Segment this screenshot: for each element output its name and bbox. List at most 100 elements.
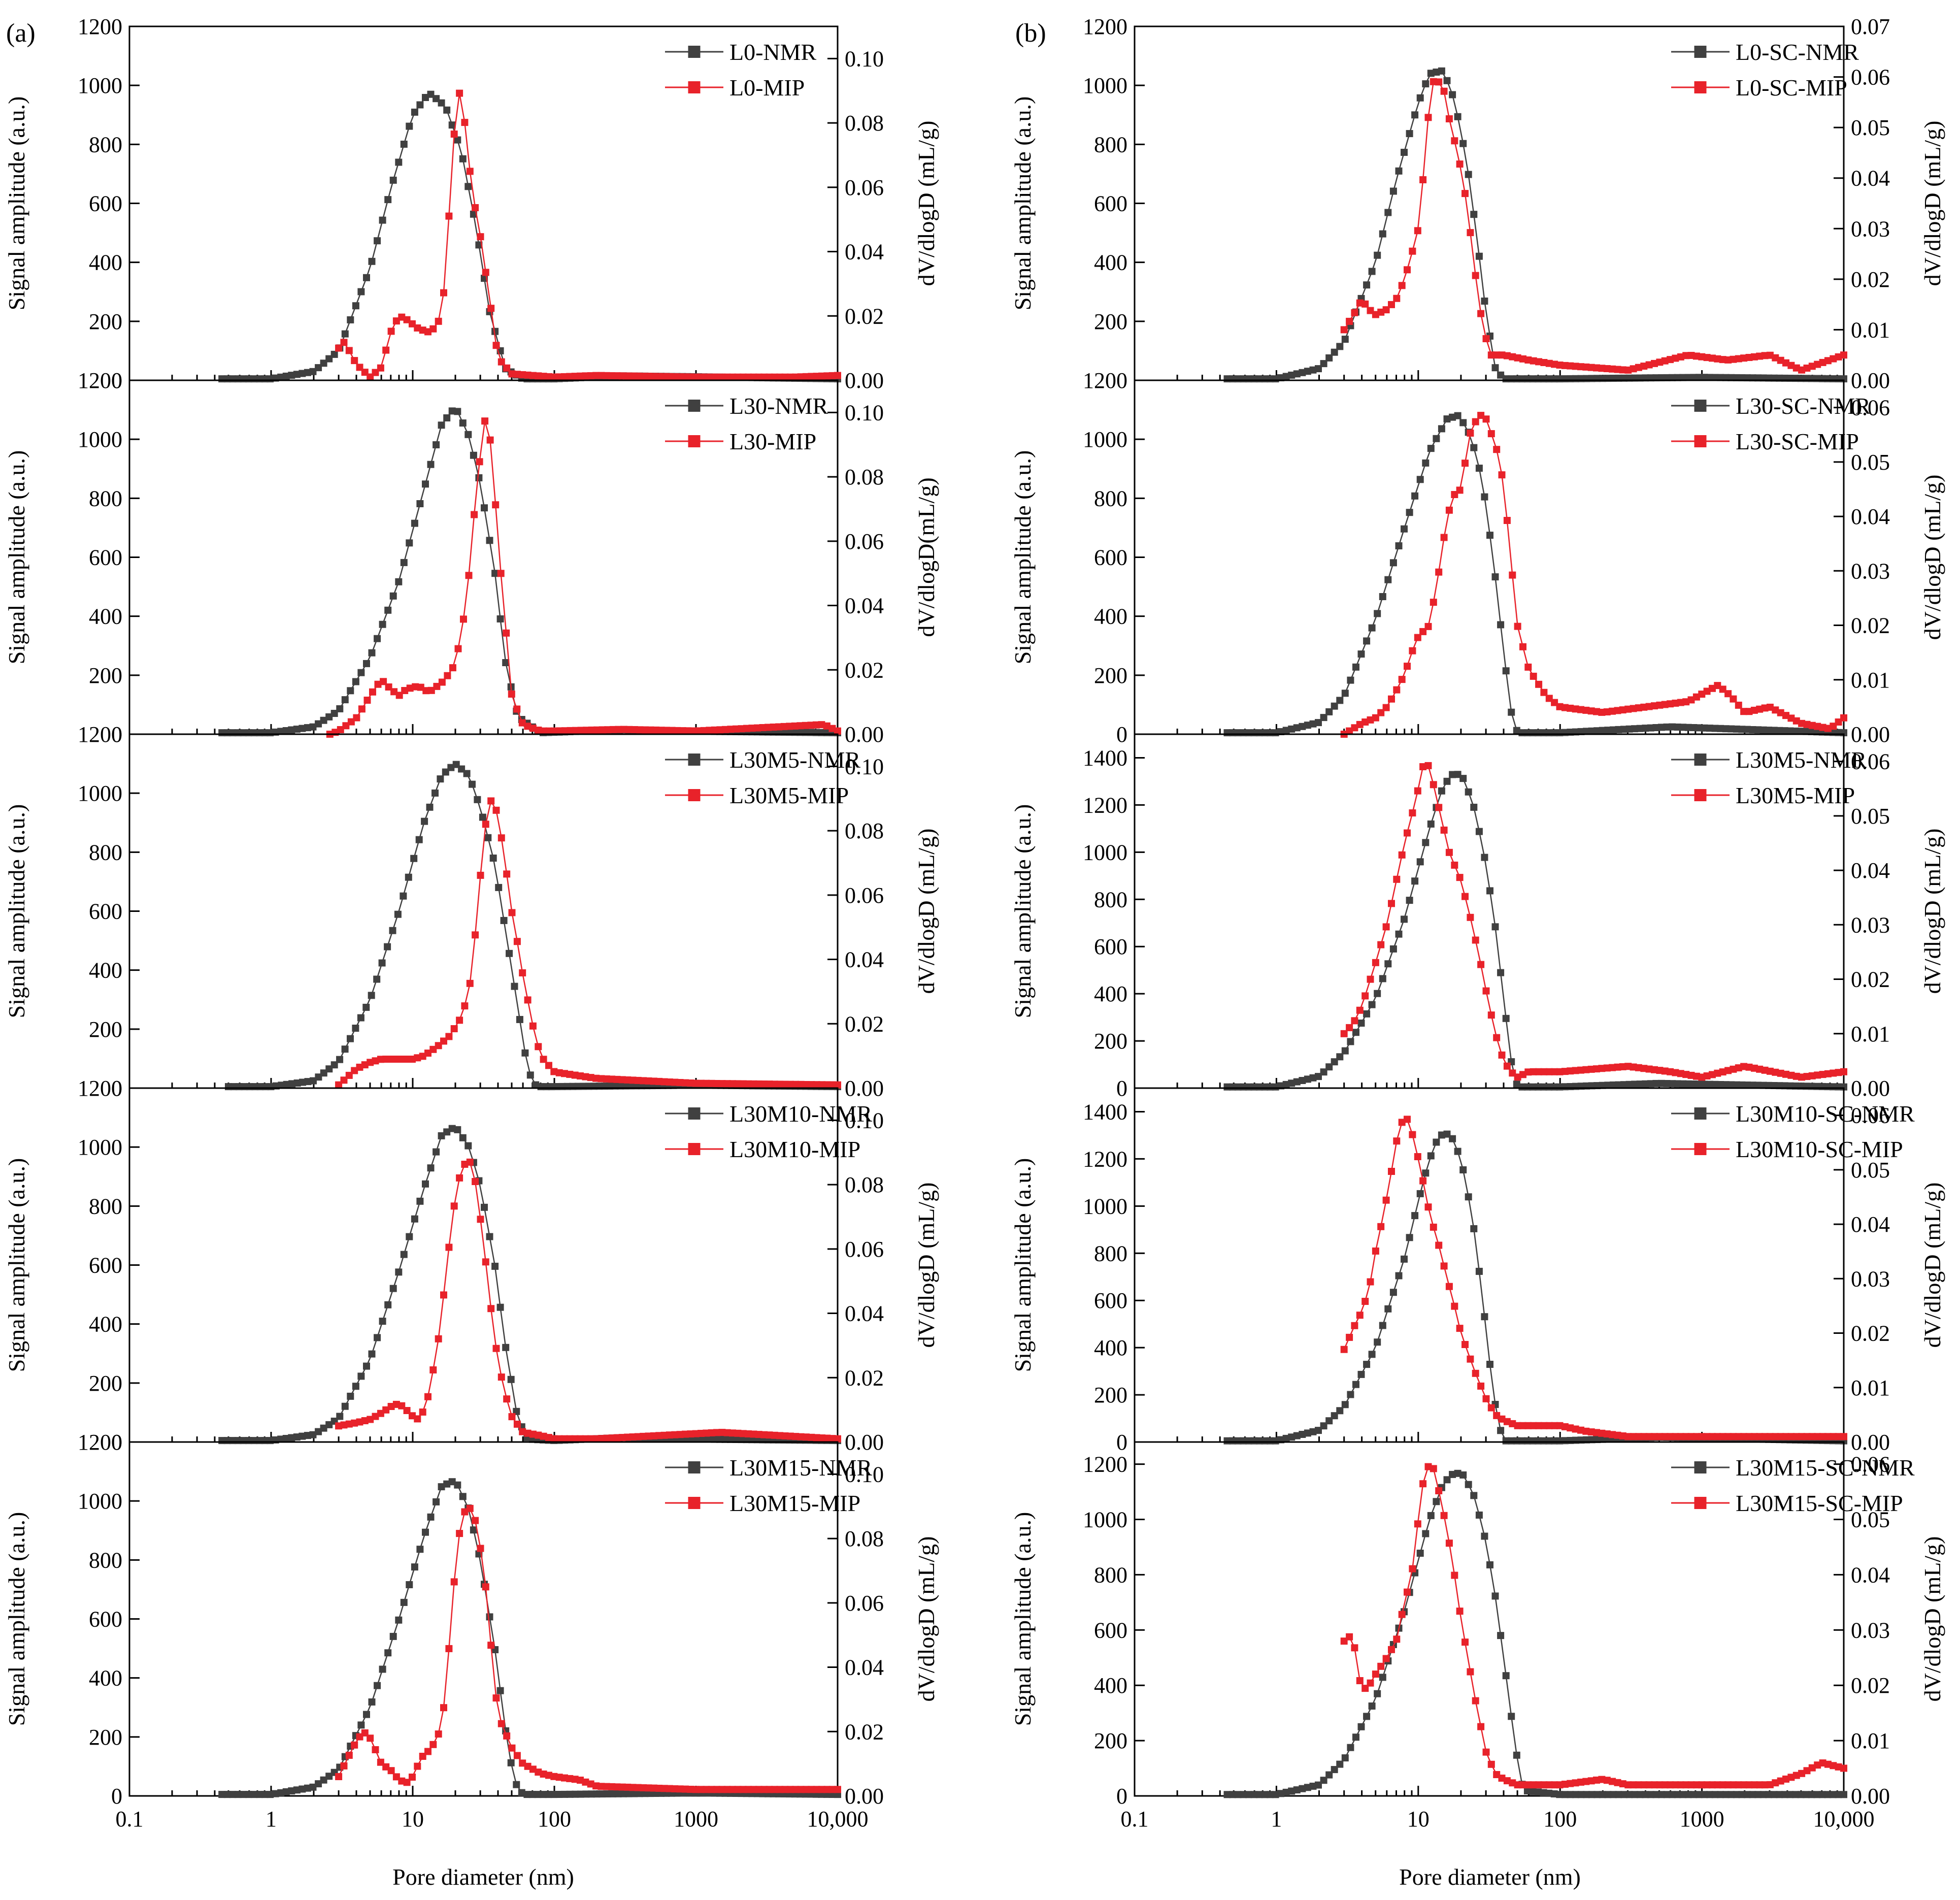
data-point [1340,1030,1348,1037]
series-L0-SC-NMR [1223,67,1847,383]
data-point [694,1435,702,1443]
data-point [1416,1550,1424,1557]
series-L30M15-SC-MIP [1340,1463,1847,1789]
data-point [320,1776,327,1784]
data-point [389,176,397,184]
y-right-tick-label: 0.03 [1851,216,1890,241]
y-left-tick-label: 800 [1094,887,1127,912]
data-point [406,539,413,547]
y-left-tick-label: 1200 [1083,14,1127,39]
data-point [368,649,376,657]
data-point [435,1335,442,1342]
data-point [1372,1247,1379,1255]
y-left-tick-label: 800 [89,1194,122,1219]
data-point [1663,374,1671,381]
data-point [1422,459,1430,467]
data-point [1487,1011,1495,1019]
data-point [1717,1081,1724,1088]
data-point [373,975,381,983]
legend-marker [688,400,701,412]
legend-label: L30-NMR [729,393,828,419]
data-point [519,969,526,976]
data-point [503,629,510,637]
data-point [1604,1791,1612,1798]
data-point [1398,282,1406,289]
data-point [502,1344,510,1351]
data-point [1470,211,1478,218]
data-point [1433,435,1440,442]
data-point [497,570,505,577]
data-point [440,289,447,297]
data-point [1631,1080,1639,1088]
data-point [652,726,659,734]
data-point [298,725,306,732]
y-left-tick-label: 400 [1094,250,1127,275]
data-point [474,796,481,803]
legend-label: L30M10-SC-MIP [1736,1136,1903,1162]
series-line [338,799,838,1086]
legend-marker [688,435,701,447]
data-point [497,834,505,842]
data-point [1454,113,1461,120]
data-point [422,1528,429,1536]
data-point [1481,1313,1488,1321]
data-point [1454,1148,1461,1155]
left-axis-title: Signal amplitude (a.u.) [4,804,29,1019]
data-point [1456,486,1464,494]
data-point [429,1366,437,1373]
data-point [1414,787,1421,795]
data-point [1406,897,1413,904]
data-point [1346,1633,1353,1641]
data-point [1840,1791,1847,1798]
right-axis-title: dV/dlogD (mL/g) [913,1536,939,1702]
data-point [502,659,510,666]
data-point [1459,775,1467,782]
data-point [1550,1790,1558,1797]
data-point [487,305,495,312]
legend-marker [1694,46,1707,58]
y-left-tick-label: 1200 [78,368,122,393]
y-left-tick-label: 800 [89,132,122,157]
y-left-tick-label: 1000 [1083,73,1127,98]
data-point [482,821,489,828]
data-point [352,678,359,685]
data-point [476,458,483,466]
data-point [362,1003,370,1011]
y-right-tick-label: 0.06 [845,1591,884,1616]
series-line [338,1507,838,1790]
data-point [1513,727,1520,734]
data-point [1781,1791,1788,1798]
data-point [1288,1079,1295,1087]
y-right-tick-label: 0.06 [1851,65,1890,90]
y-left-tick-label: 0 [111,1076,122,1101]
data-point [288,1787,295,1795]
data-point [1393,1137,1401,1145]
data-point [424,1393,431,1400]
data-point [229,1791,237,1798]
y-right-tick-label: 0.00 [845,1076,884,1101]
data-point [309,723,317,731]
y-left-tick-label: 0 [111,1430,122,1455]
data-point [1419,1480,1427,1488]
y-right-tick-label: 0.06 [845,1237,884,1262]
data-point [524,996,531,1004]
data-point [1690,1791,1698,1798]
data-point [1588,727,1596,735]
data-point [1374,610,1381,617]
x-tick-label: 10,000 [1813,1807,1875,1831]
data-point [1430,1223,1437,1231]
data-point [384,196,392,204]
data-point [363,1362,370,1370]
x-tick-label: 1000 [674,1807,718,1831]
data-point [1461,1639,1469,1646]
data-point [450,1025,458,1032]
data-point [1487,1760,1495,1768]
data-point [1657,724,1665,731]
data-point [431,789,439,797]
data-point [1472,936,1479,944]
right-axis-title: dV/dlogD (mL/g) [1919,1183,1945,1348]
data-point [1288,371,1295,379]
data-point [1435,1241,1443,1249]
legend-label: L30-SC-NMR [1736,393,1871,419]
